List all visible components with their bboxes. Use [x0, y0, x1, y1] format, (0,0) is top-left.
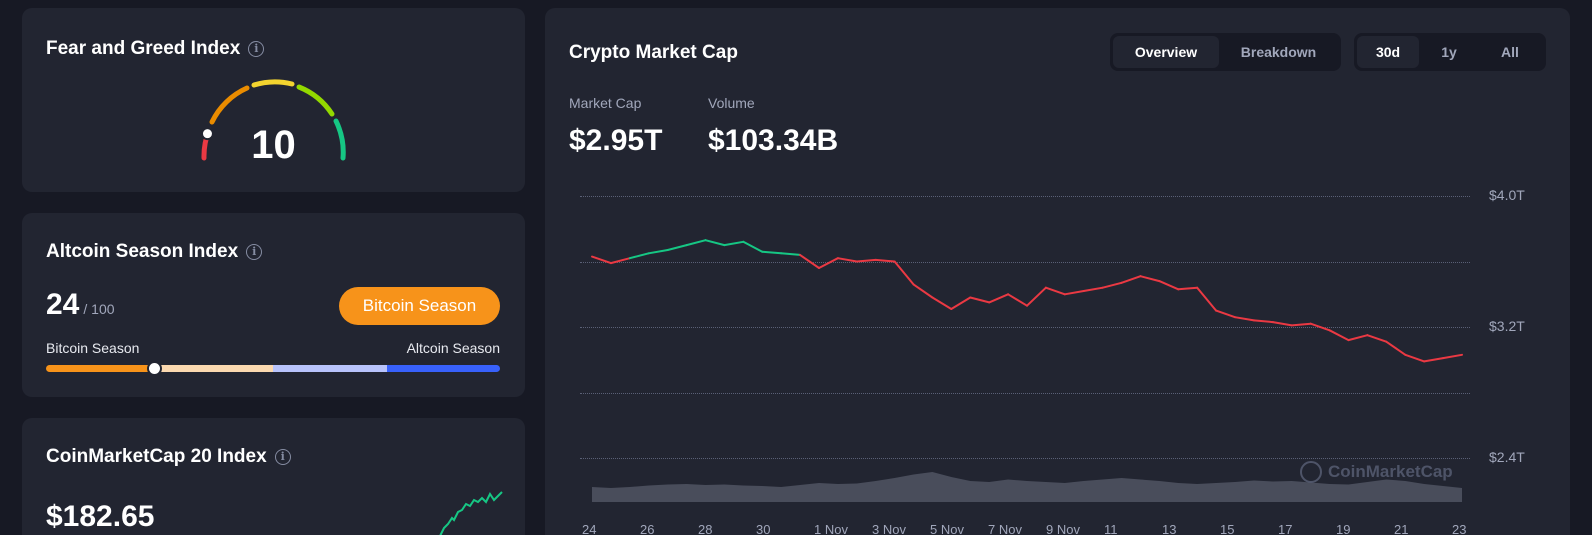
x-tick-label: 7 Nov	[988, 522, 1022, 535]
x-tick-label: 17	[1278, 522, 1293, 535]
market-cap-title: Crypto Market Cap	[569, 42, 738, 63]
y-tick-label: $4.0T	[1489, 187, 1525, 203]
fear-greed-gauge	[200, 79, 346, 161]
bar-segment-altcoin	[386, 365, 500, 372]
cmc20-value: $182.65	[46, 500, 155, 533]
x-tick-label: 11	[1104, 522, 1118, 535]
cmc-logo-icon	[1300, 461, 1322, 483]
gridline-2-8	[580, 393, 1470, 394]
fear-greed-title-row: Fear and Greed Index i	[46, 38, 265, 60]
altcoin-season-bar	[46, 365, 500, 372]
tab-overview[interactable]: Overview	[1113, 36, 1219, 68]
view-tabs: Overview Breakdown	[1110, 33, 1341, 71]
x-tick-label: 1 Nov	[814, 522, 848, 535]
cmc20-title: CoinMarketCap 20 Index	[46, 446, 267, 467]
altcoin-season-label: Altcoin Season	[406, 340, 500, 356]
altcoin-max: / 100	[83, 301, 115, 317]
tab-30d[interactable]: 30d	[1357, 36, 1419, 68]
gauge-indicator	[200, 127, 214, 141]
tab-1y[interactable]: 1y	[1441, 44, 1457, 60]
altcoin-season-card: Altcoin Season Index i 24 / 100 Bitcoin …	[22, 213, 525, 397]
x-tick-label: 15	[1220, 522, 1235, 535]
x-tick-label: 23	[1452, 522, 1467, 535]
info-icon[interactable]: i	[274, 449, 291, 465]
bitcoin-season-label: Bitcoin Season	[46, 340, 140, 356]
market-cap-label: Market Cap	[569, 95, 642, 111]
bar-segment-neutral-bitcoin	[159, 365, 273, 372]
gridline-3-6	[580, 262, 1470, 263]
altcoin-value-row: 24 / 100	[46, 288, 115, 322]
cmc20-card: CoinMarketCap 20 Index i $182.65	[22, 418, 525, 535]
altcoin-title-row: Altcoin Season Index i	[46, 241, 263, 263]
info-icon[interactable]: i	[246, 244, 263, 260]
gridline-3-2	[580, 327, 1470, 328]
gridline-2-4	[580, 458, 1470, 459]
bar-segment-bitcoin	[46, 365, 160, 372]
y-tick-label: $3.2T	[1489, 318, 1525, 334]
x-tick-label: 9 Nov	[1046, 522, 1080, 535]
volume-value: $103.34B	[708, 124, 839, 157]
market-cap-value: $2.95T	[569, 124, 663, 157]
tab-breakdown[interactable]: Breakdown	[1240, 44, 1317, 60]
bar-segment-neutral-altcoin	[273, 365, 387, 372]
gauge-segment-orange	[209, 85, 250, 125]
info-icon[interactable]: i	[248, 41, 265, 57]
x-tick-label: 21	[1394, 522, 1409, 535]
gridline-4-0	[580, 196, 1470, 197]
cmc20-title-row: CoinMarketCap 20 Index i	[46, 446, 291, 468]
fear-greed-card: Fear and Greed Index i 10	[22, 8, 525, 192]
x-tick-label: 19	[1336, 522, 1351, 535]
x-tick-label: 3 Nov	[872, 522, 906, 535]
watermark: CoinMarketCap	[1300, 461, 1453, 483]
volume-label: Volume	[708, 95, 755, 111]
gauge-segment-green	[333, 118, 346, 161]
x-tick-label: 28	[698, 522, 713, 535]
gauge-segment-yellow	[251, 79, 295, 88]
x-tick-label: 13	[1162, 522, 1177, 535]
x-tick-label: 26	[640, 522, 655, 535]
market-cap-card: Crypto Market Cap Overview Breakdown 30d…	[545, 8, 1570, 535]
tab-all[interactable]: All	[1501, 44, 1519, 60]
cmc20-sparkline	[439, 491, 503, 535]
gauge-segment-lightgreen	[296, 84, 335, 117]
altcoin-season-indicator	[147, 361, 163, 376]
x-tick-label: 30	[756, 522, 771, 535]
y-tick-label: $2.4T	[1489, 449, 1525, 465]
bitcoin-season-badge: Bitcoin Season	[339, 287, 500, 325]
range-tabs: 30d 1y All	[1354, 33, 1546, 71]
x-tick-label: 5 Nov	[930, 522, 964, 535]
altcoin-title: Altcoin Season Index	[46, 241, 239, 262]
altcoin-value: 24	[46, 288, 80, 321]
fear-greed-title: Fear and Greed Index	[46, 38, 241, 59]
fear-greed-value: 10	[251, 123, 296, 167]
x-tick-label: 24	[582, 522, 597, 535]
watermark-text: CoinMarketCap	[1328, 462, 1453, 481]
